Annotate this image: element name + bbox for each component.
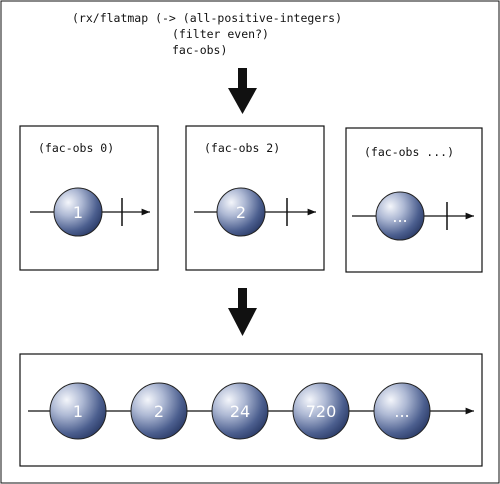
marble-value: ... xyxy=(392,207,407,226)
marble-value: 1 xyxy=(73,203,83,222)
panel-label: (fac-obs 2) xyxy=(204,141,280,155)
result-marble-3: 24 xyxy=(211,382,269,440)
marble: 1 xyxy=(53,187,103,237)
result-marble-2: 2 xyxy=(130,382,188,440)
marble-value: 2 xyxy=(236,203,246,222)
code-line-1: (rx/flatmap (-> (all-positive-integers) xyxy=(72,11,342,25)
marble: ... xyxy=(375,191,425,241)
marble-value: 24 xyxy=(230,402,250,421)
result-marble-5: ... xyxy=(373,382,431,440)
code-line-3: fac-obs) xyxy=(172,43,227,57)
code-line-2: (filter even?) xyxy=(172,27,269,41)
marble-value: 2 xyxy=(154,402,164,421)
marble-value: ... xyxy=(394,402,409,421)
panel-fac-obs-2: (fac-obs 2) 2 xyxy=(185,125,325,271)
marble-value: 1 xyxy=(73,402,83,421)
down-arrow-icon xyxy=(228,288,257,336)
panel-label: (fac-obs 0) xyxy=(38,141,114,155)
marble-value: 720 xyxy=(306,402,337,421)
down-arrow-icon xyxy=(228,68,257,114)
marble: 2 xyxy=(216,187,266,237)
result-marble-4: 720 xyxy=(292,382,350,440)
panel-fac-obs-ellipsis: (fac-obs ...) ... xyxy=(345,127,483,273)
result-panel: 1 2 24 720 ... xyxy=(19,353,483,467)
panel-label: (fac-obs ...) xyxy=(364,145,454,159)
result-marble-1: 1 xyxy=(49,382,107,440)
panel-fac-obs-0: (fac-obs 0) 1 xyxy=(19,125,159,271)
